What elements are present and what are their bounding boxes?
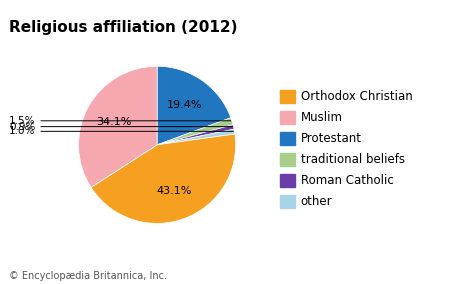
Legend: Orthodox Christian, Muslim, Protestant, traditional beliefs, Roman Catholic, oth: Orthodox Christian, Muslim, Protestant, … [276, 86, 416, 212]
Text: 43.1%: 43.1% [156, 185, 191, 195]
Wedge shape [79, 66, 157, 187]
Text: Religious affiliation (2012): Religious affiliation (2012) [9, 20, 238, 35]
Wedge shape [91, 134, 236, 224]
Text: © Encyclopædia Britannica, Inc.: © Encyclopædia Britannica, Inc. [9, 271, 167, 281]
Text: 1.0%: 1.0% [9, 126, 233, 136]
Wedge shape [157, 129, 235, 145]
Text: 1.5%: 1.5% [9, 116, 231, 126]
Wedge shape [157, 125, 234, 145]
Text: 0.9%: 0.9% [9, 122, 232, 131]
Text: 19.4%: 19.4% [167, 100, 203, 110]
Text: 34.1%: 34.1% [97, 116, 132, 126]
Wedge shape [157, 66, 231, 145]
Wedge shape [157, 118, 233, 145]
